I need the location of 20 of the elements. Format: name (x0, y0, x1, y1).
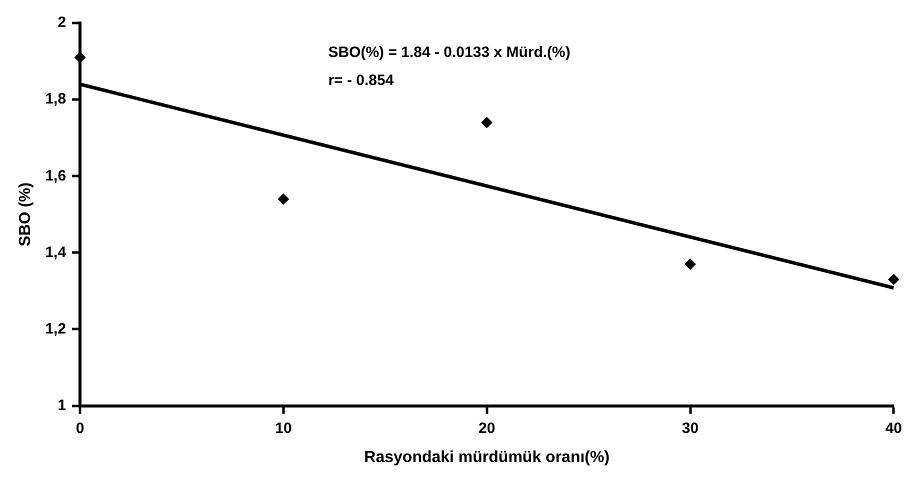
x-tick-label: 0 (76, 420, 84, 437)
y-tick-label: 1,6 (45, 167, 66, 184)
y-tick-label: 1,2 (45, 320, 66, 338)
point (684, 258, 696, 270)
y-tick-label: 1 (58, 396, 66, 414)
annotation: r= - 0.854 (328, 72, 394, 90)
point (278, 194, 289, 205)
x-tick-label: 20 (478, 420, 496, 437)
x-tick-label: 40 (885, 420, 902, 437)
y-tick-label: 1,4 (45, 244, 67, 261)
point (888, 274, 900, 285)
y-tick-label: 2 (58, 14, 66, 32)
y-axis-title: SBO (%) (17, 182, 34, 246)
point (74, 52, 86, 63)
y-tick-label: 1,8 (45, 90, 66, 108)
annotation: SBO(%) = 1.84 - 0.0133 x Mürd.(%) (328, 44, 570, 62)
x-tick-label: 30 (682, 420, 699, 437)
x-axis-title: Rasyondaki mürdümük oranı(%) (364, 448, 610, 466)
point (481, 117, 492, 128)
x-tick-label: 10 (275, 420, 292, 437)
